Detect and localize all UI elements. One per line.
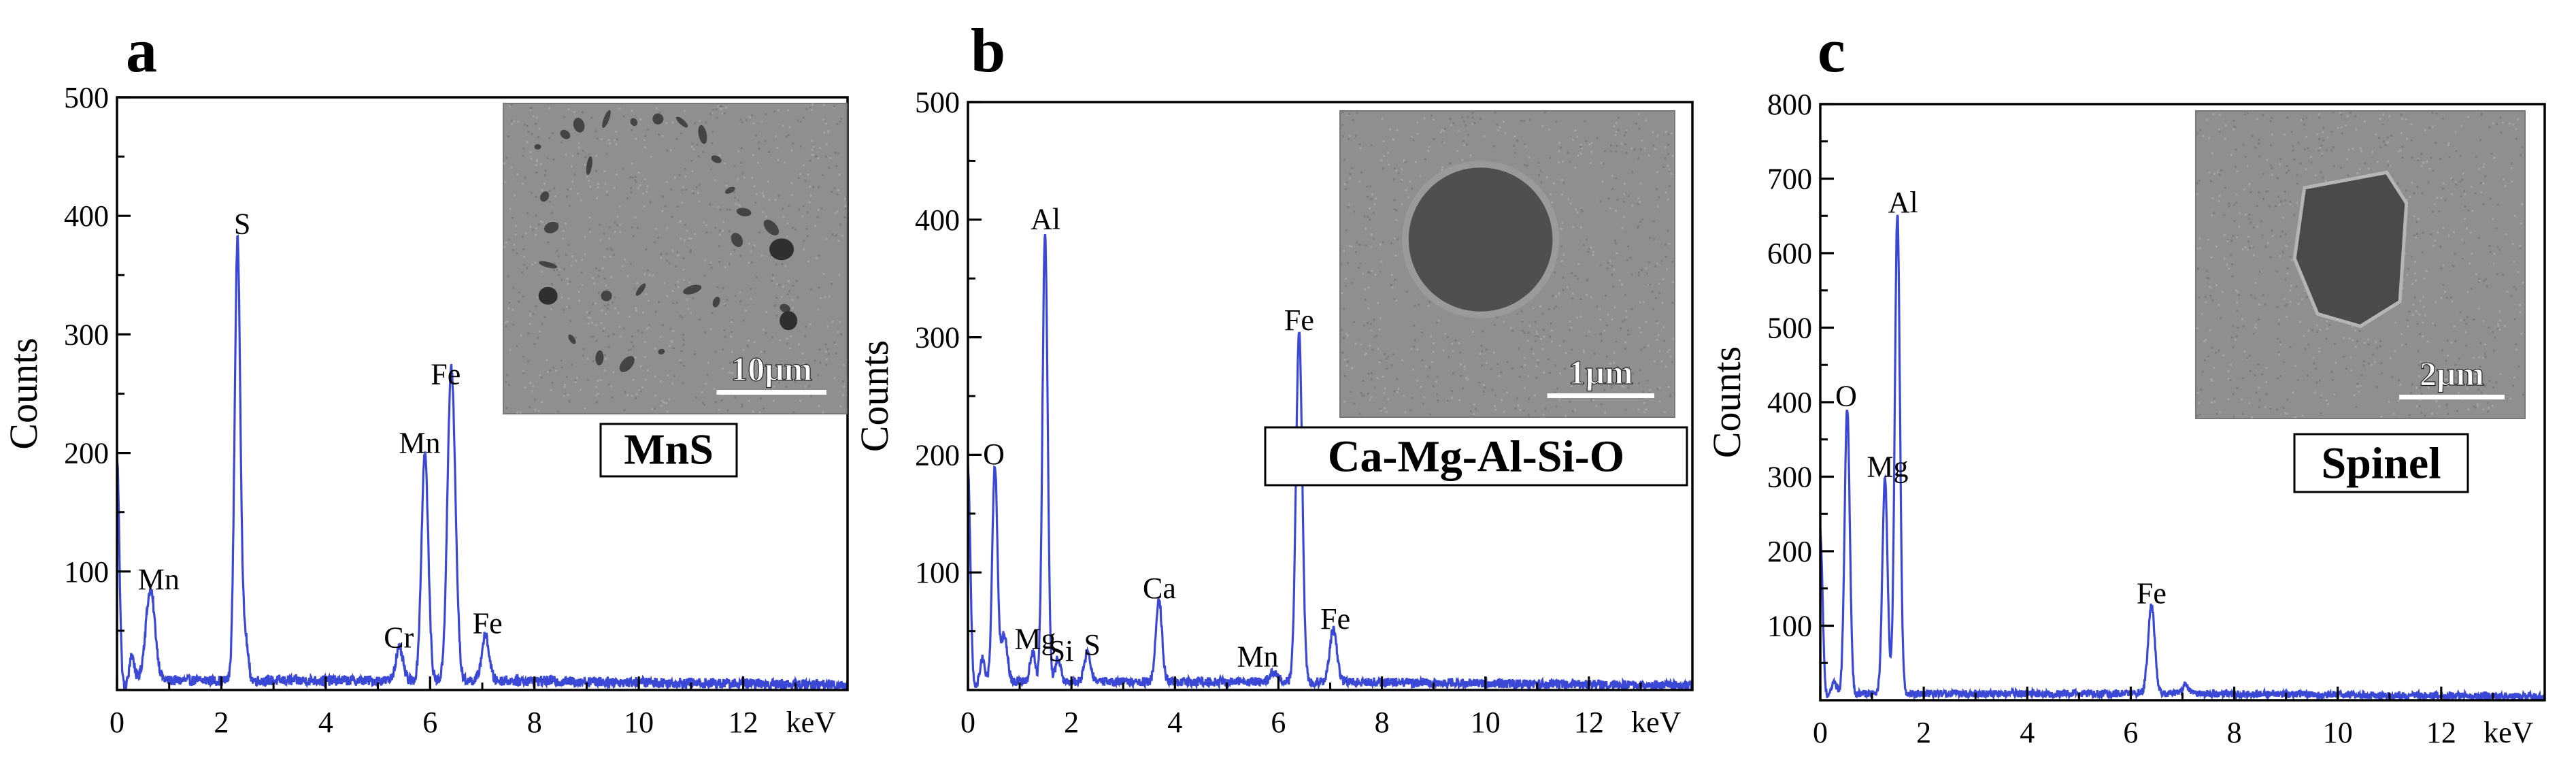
x-tick-label: 12 — [1574, 706, 1604, 739]
y-axis-title: Counts — [852, 340, 897, 452]
phase-label: MnS — [624, 425, 714, 474]
y-tick-label: 100 — [64, 555, 109, 589]
phase-label: Spinel — [2321, 439, 2441, 489]
x-tick-label: 4 — [2020, 716, 2035, 749]
peak-annotation: O — [983, 438, 1005, 471]
peak-annotation: Mn — [1237, 640, 1278, 673]
phase-label: Ca-Mg-Al-Si-O — [1328, 432, 1624, 482]
y-tick-label: 400 — [1767, 386, 1812, 419]
x-tick-label: 10 — [2323, 716, 2353, 749]
x-tick-label: 6 — [2123, 716, 2138, 749]
phase-label-box — [1264, 426, 1688, 487]
x-tick-label: 0 — [960, 706, 975, 739]
y-tick-label: 800 — [1767, 88, 1812, 121]
x-tick-label: 0 — [1813, 716, 1828, 749]
sem-inset-image: 2μm — [2195, 110, 2526, 419]
y-tick-label: 200 — [915, 438, 960, 472]
y-tick-label: 200 — [64, 437, 109, 470]
x-tick-label: 4 — [318, 706, 333, 739]
x-tick-label: 8 — [2227, 716, 2242, 749]
x-tick-label: 6 — [422, 706, 437, 739]
peak-annotation: Fe — [431, 358, 461, 391]
y-tick-label: 700 — [1767, 163, 1812, 196]
x-tick-label: 10 — [1471, 706, 1501, 739]
y-axis-title: Counts — [1, 338, 46, 449]
panel-label: c — [1818, 16, 1845, 85]
scale-bar — [2399, 395, 2505, 399]
x-tick-label: 12 — [2426, 716, 2456, 749]
x-tick-label: 8 — [527, 706, 542, 739]
panel-label: a — [126, 16, 157, 85]
peak-annotation: Ca — [1143, 572, 1176, 605]
y-tick-label: 100 — [915, 556, 960, 589]
scale-bar — [1547, 393, 1654, 398]
x-tick-label: 0 — [110, 706, 124, 739]
peak-annotation: Fe — [1320, 602, 1350, 636]
panels-group: a0 2 4 6 8 10 12 keV100200300400500CountsMnSCrM… — [1, 16, 2546, 749]
y-tick-label: 500 — [915, 86, 960, 119]
x-tick-label: 2 — [1916, 716, 1931, 749]
spectrum-line — [117, 234, 848, 690]
peak-annotation: S — [1084, 628, 1100, 661]
sem-inset-image: 10μm — [503, 103, 848, 414]
peak-annotation: Fe — [2137, 577, 2167, 610]
scale-bar-label: 2μm — [2420, 355, 2484, 393]
y-tick-label: 500 — [1767, 312, 1812, 345]
peak-annotation: Mg — [1014, 623, 1056, 656]
scale-bar-label: 1μm — [1569, 353, 1633, 391]
peak-annotation: O — [1835, 379, 1857, 412]
y-tick-label: 300 — [1767, 461, 1812, 494]
y-axis-title: Counts — [1705, 346, 1749, 458]
spectrum-line — [968, 234, 1692, 690]
x-tick-label: 2 — [1064, 706, 1079, 739]
scale-bar-label: 10μm — [731, 350, 812, 388]
x-tick-label: 10 — [624, 706, 654, 739]
peak-annotation: Mn — [138, 563, 180, 596]
panel-a: a0 2 4 6 8 10 12 keV100200300400500CountsMnSCrM… — [1, 16, 849, 739]
x-tick-label: 6 — [1271, 706, 1286, 739]
y-tick-label: 100 — [1767, 610, 1812, 643]
y-tick-label: 300 — [64, 318, 109, 351]
x-axis-label: keV — [2483, 716, 2534, 749]
peak-annotation: Al — [1031, 203, 1060, 236]
y-tick-label: 500 — [64, 81, 109, 114]
peak-annotation: Cr — [384, 621, 414, 654]
peak-annotation: Al — [1888, 186, 1918, 219]
y-tick-label: 200 — [1767, 535, 1812, 568]
peak-annotation: Mn — [399, 427, 440, 460]
phase-label-box — [2293, 433, 2469, 493]
panel-b: b0 2 4 6 8 10 12 keV100200300400500CountsOAlMgS… — [852, 16, 1694, 739]
peak-annotation: Si — [1049, 634, 1074, 668]
panel-c: c 0 2 4 6 8 10 12 keV 100 200 300 400 500 600 700 800 Cou… — [1705, 16, 2546, 749]
y-tick-label: 300 — [915, 321, 960, 355]
x-axis-label: keV — [786, 706, 837, 739]
x-tick-label: 8 — [1375, 706, 1390, 739]
sem-inset-image: 1μm — [1339, 110, 1675, 418]
peak-annotation: Fe — [473, 606, 503, 640]
x-axis-label: keV — [1631, 706, 1682, 739]
x-tick-label: 4 — [1167, 706, 1182, 739]
x-tick-label: 2 — [214, 706, 229, 739]
x-tick-label: 12 — [729, 706, 758, 739]
y-tick-label: 400 — [915, 203, 960, 237]
peak-annotation: Mg — [1867, 450, 1908, 484]
peak-annotation: Fe — [1284, 304, 1314, 337]
panel-label: b — [971, 16, 1005, 85]
scale-bar — [716, 390, 826, 395]
y-tick-label: 600 — [1767, 237, 1812, 270]
y-tick-label: 400 — [64, 199, 109, 233]
phase-label-box — [599, 423, 738, 478]
peak-annotation: S — [234, 207, 250, 240]
spectrum-line — [1820, 214, 2545, 700]
